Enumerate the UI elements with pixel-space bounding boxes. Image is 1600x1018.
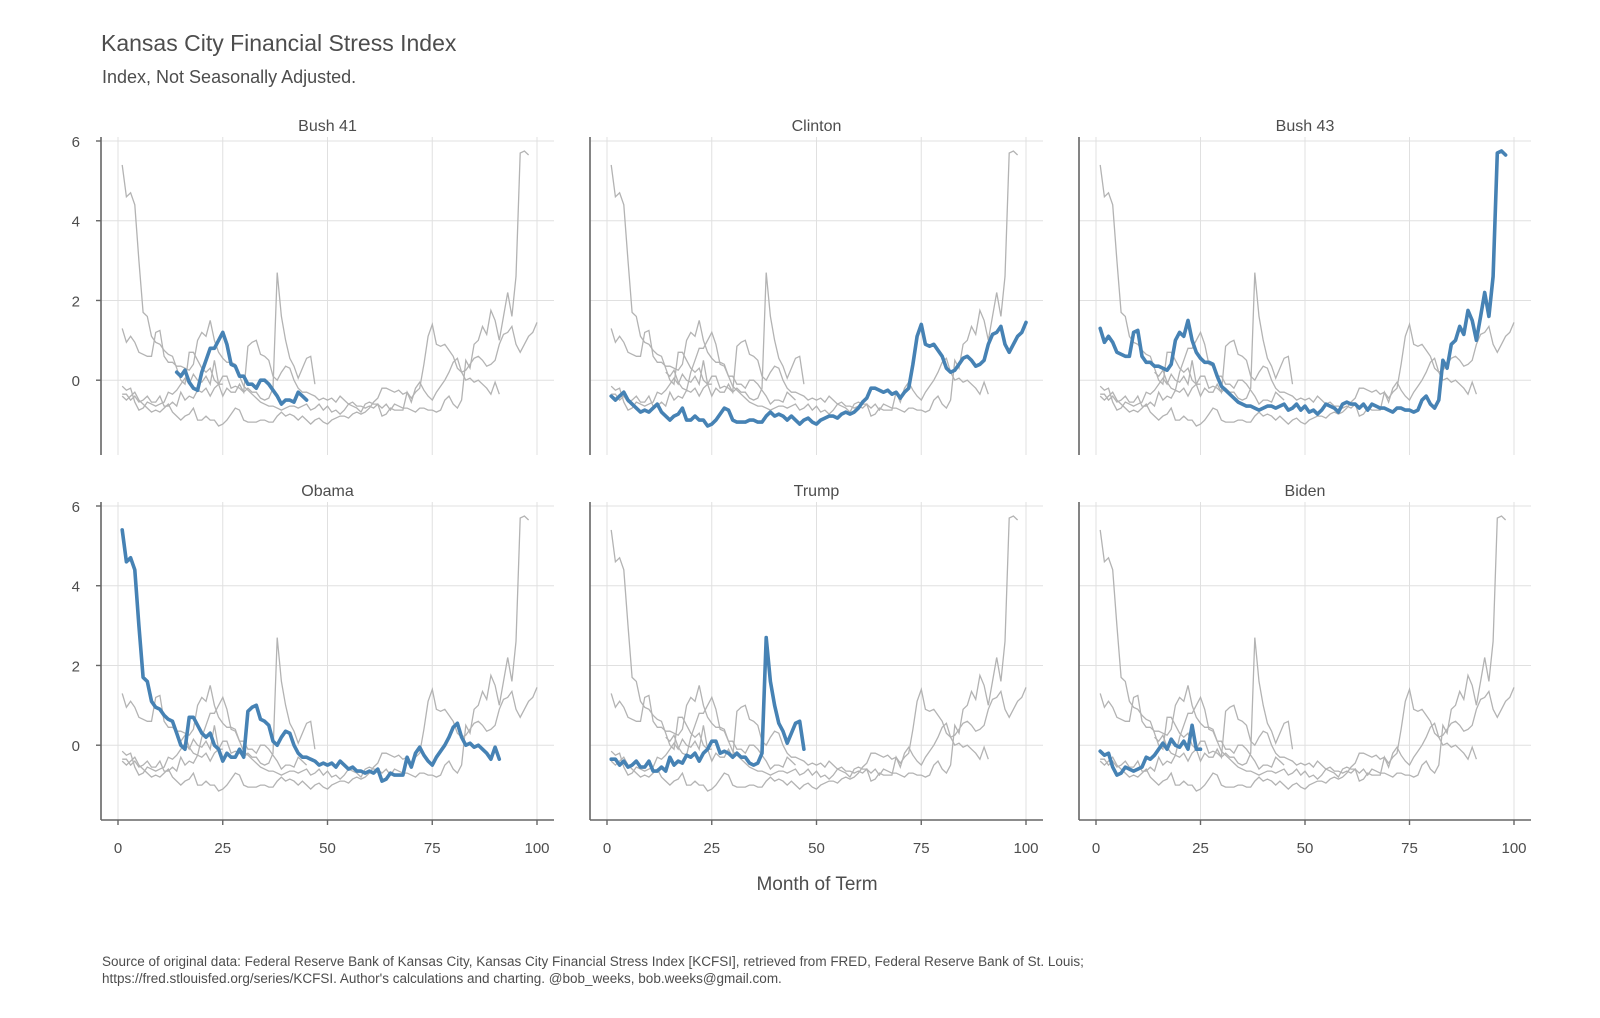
chart-caption: Source of original data: Federal Reserve… bbox=[102, 953, 1084, 987]
x-tick-label-obama: 100 bbox=[524, 840, 549, 857]
background-line-obama-in-bush-41 bbox=[121, 164, 500, 417]
background-line-biden-in-obama bbox=[121, 725, 223, 776]
highlight-line-bush-41 bbox=[174, 330, 309, 406]
highlight-line-obama bbox=[120, 528, 502, 783]
chart-title: Kansas City Financial Stress Index bbox=[101, 30, 457, 56]
x-tick-label-obama: 50 bbox=[319, 840, 336, 857]
background-line-obama-in-bush-43 bbox=[1099, 164, 1478, 418]
x-tick-label-biden: 100 bbox=[1501, 840, 1526, 857]
background-line-bush-41-in-bush-43 bbox=[1154, 330, 1285, 406]
background-line-clinton-in-biden bbox=[1099, 686, 1515, 792]
y-tick-label-obama: 4 bbox=[72, 579, 80, 596]
y-tick-label-bush-41: 2 bbox=[72, 293, 80, 310]
background-line-bush-43-in-bush-41 bbox=[121, 150, 530, 415]
facet-label-bush-43: Bush 43 bbox=[1276, 118, 1335, 135]
x-tick-label-trump: 25 bbox=[703, 840, 720, 857]
background-line-biden-in-bush-43 bbox=[1099, 360, 1201, 411]
y-tick-label-bush-41: 4 bbox=[72, 214, 80, 231]
background-line-clinton-in-trump bbox=[610, 686, 1027, 792]
x-tick-label-biden: 0 bbox=[1092, 840, 1100, 857]
facet-label-trump: Trump bbox=[794, 483, 840, 500]
background-line-clinton-in-obama bbox=[121, 686, 538, 792]
y-tick-label-obama: 2 bbox=[72, 658, 80, 675]
facet-label-bush-41: Bush 41 bbox=[298, 118, 357, 135]
background-line-obama-in-clinton bbox=[610, 164, 989, 417]
x-tick-label-trump: 100 bbox=[1013, 840, 1038, 857]
x-tick-label-biden: 75 bbox=[1401, 840, 1418, 857]
x-tick-label-obama: 25 bbox=[214, 840, 231, 857]
caption-line-1: Source of original data: Federal Reserve… bbox=[102, 954, 1084, 969]
y-tick-label-bush-41: 0 bbox=[72, 373, 80, 390]
y-tick-label-obama: 0 bbox=[72, 738, 80, 755]
y-tick-label-bush-41: 6 bbox=[72, 134, 80, 151]
background-line-bush-41-in-obama bbox=[176, 695, 308, 771]
background-line-bush-43-in-trump bbox=[610, 515, 1019, 780]
x-tick-label-biden: 50 bbox=[1297, 840, 1314, 857]
facet-label-clinton: Clinton bbox=[792, 118, 842, 135]
background-line-bush-41-in-clinton bbox=[665, 330, 796, 406]
x-tick-label-trump: 0 bbox=[603, 840, 611, 857]
x-axis-title: Month of Term bbox=[756, 874, 877, 895]
background-line-obama-in-trump bbox=[610, 529, 989, 782]
x-tick-label-trump: 50 bbox=[808, 840, 825, 857]
background-line-biden-in-trump bbox=[610, 725, 712, 776]
highlight-line-clinton bbox=[609, 320, 1028, 428]
background-line-bush-41-in-biden bbox=[1154, 695, 1285, 771]
facet-label-obama: Obama bbox=[301, 483, 354, 500]
background-line-bush-41-in-trump bbox=[665, 695, 796, 771]
background-line-obama-in-biden bbox=[1099, 529, 1478, 783]
x-tick-label-trump: 75 bbox=[913, 840, 930, 857]
highlight-line-trump bbox=[609, 635, 806, 773]
background-line-biden-in-bush-41 bbox=[121, 360, 223, 411]
facet-label-biden: Biden bbox=[1285, 483, 1326, 500]
background-line-bush-43-in-biden bbox=[1099, 515, 1507, 781]
background-line-bush-43-in-obama bbox=[121, 515, 530, 780]
chart-subtitle: Index, Not Seasonally Adjusted. bbox=[102, 67, 357, 87]
highlight-line-bush-43 bbox=[1098, 149, 1508, 416]
y-tick-label-obama: 6 bbox=[72, 499, 80, 516]
highlight-line-biden bbox=[1098, 723, 1203, 777]
x-tick-label-obama: 75 bbox=[424, 840, 441, 857]
x-tick-label-biden: 25 bbox=[1192, 840, 1209, 857]
caption-line-2: https://fred.stlouisfed.org/series/KCFSI… bbox=[102, 971, 782, 986]
background-line-bush-43-in-clinton bbox=[610, 150, 1019, 415]
x-tick-label-obama: 0 bbox=[114, 840, 122, 857]
background-line-clinton-in-bush-41 bbox=[121, 321, 538, 427]
background-line-biden-in-clinton bbox=[610, 360, 712, 411]
